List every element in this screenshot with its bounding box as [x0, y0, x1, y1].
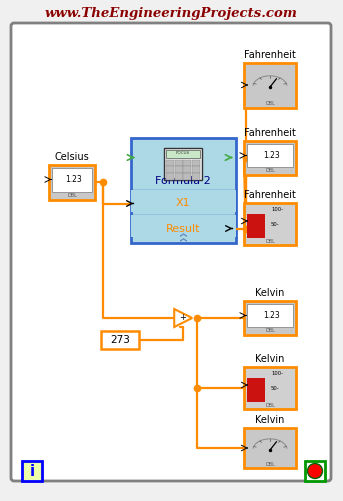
Text: Fahrenheit: Fahrenheit: [244, 128, 296, 138]
Text: Fahrenheit: Fahrenheit: [244, 50, 296, 60]
Text: DBL: DBL: [265, 461, 275, 466]
FancyBboxPatch shape: [244, 367, 296, 409]
Text: 100-: 100-: [271, 207, 283, 212]
FancyBboxPatch shape: [244, 428, 296, 468]
Text: DBL: DBL: [265, 168, 275, 173]
Text: 1.23: 1.23: [264, 311, 280, 320]
FancyBboxPatch shape: [244, 301, 296, 335]
FancyBboxPatch shape: [191, 173, 200, 180]
FancyBboxPatch shape: [101, 331, 139, 349]
Text: DBL: DBL: [67, 193, 77, 198]
Text: Kelvin: Kelvin: [255, 354, 285, 364]
Text: Celsius: Celsius: [55, 151, 90, 161]
FancyBboxPatch shape: [166, 149, 200, 157]
FancyBboxPatch shape: [175, 166, 182, 173]
FancyBboxPatch shape: [191, 159, 200, 166]
Text: FOCUS: FOCUS: [176, 151, 190, 155]
Text: DBL: DBL: [265, 329, 275, 334]
FancyBboxPatch shape: [22, 461, 42, 481]
Text: 1.23: 1.23: [66, 175, 82, 184]
FancyBboxPatch shape: [191, 166, 200, 173]
Text: www.TheEngineeringProjects.com: www.TheEngineeringProjects.com: [45, 7, 297, 20]
FancyBboxPatch shape: [244, 63, 296, 108]
FancyBboxPatch shape: [244, 141, 296, 175]
FancyBboxPatch shape: [183, 166, 191, 173]
FancyBboxPatch shape: [247, 377, 265, 402]
FancyBboxPatch shape: [183, 159, 191, 166]
Text: X1: X1: [176, 198, 190, 208]
Text: Formula 2: Formula 2: [155, 176, 211, 186]
Text: Result: Result: [166, 223, 200, 233]
FancyBboxPatch shape: [130, 214, 236, 236]
FancyBboxPatch shape: [305, 461, 325, 481]
FancyBboxPatch shape: [244, 203, 296, 245]
FancyBboxPatch shape: [175, 159, 182, 166]
FancyBboxPatch shape: [166, 159, 174, 166]
Text: +: +: [179, 314, 186, 323]
FancyBboxPatch shape: [166, 166, 174, 173]
Text: 273: 273: [110, 335, 130, 345]
FancyBboxPatch shape: [183, 173, 191, 180]
Circle shape: [308, 463, 322, 478]
Text: Kelvin: Kelvin: [255, 288, 285, 298]
FancyBboxPatch shape: [11, 23, 331, 481]
Text: 50-: 50-: [271, 386, 280, 391]
Text: Fahrenheit: Fahrenheit: [244, 190, 296, 200]
Text: 1.23: 1.23: [264, 151, 280, 160]
FancyBboxPatch shape: [166, 173, 174, 180]
FancyBboxPatch shape: [247, 144, 293, 167]
FancyBboxPatch shape: [52, 167, 92, 191]
Text: Kelvin: Kelvin: [255, 415, 285, 425]
FancyBboxPatch shape: [130, 189, 236, 211]
FancyBboxPatch shape: [164, 147, 202, 179]
Text: DBL: DBL: [265, 403, 275, 408]
Text: i: i: [29, 463, 35, 478]
FancyBboxPatch shape: [247, 213, 265, 238]
Text: DBL: DBL: [265, 101, 275, 106]
FancyBboxPatch shape: [49, 164, 95, 199]
Text: ❯❯: ❯❯: [179, 229, 187, 241]
Polygon shape: [174, 309, 192, 327]
FancyBboxPatch shape: [247, 304, 293, 327]
Text: 50-: 50-: [271, 222, 280, 227]
Text: 100-: 100-: [271, 371, 283, 376]
FancyBboxPatch shape: [130, 137, 236, 242]
FancyBboxPatch shape: [175, 173, 182, 180]
Text: DBL: DBL: [265, 239, 275, 244]
